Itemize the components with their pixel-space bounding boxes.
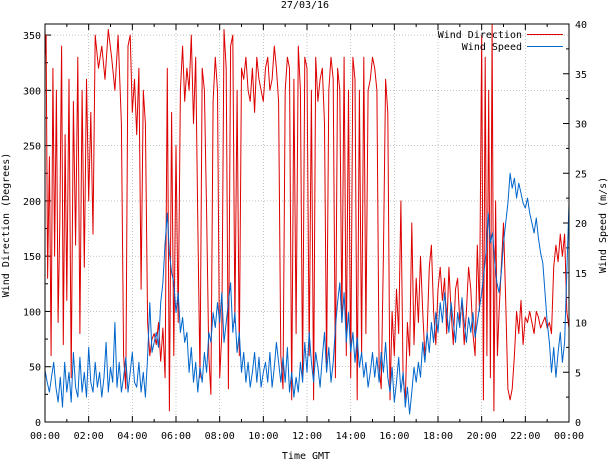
y-axis-right-label: Wind Speed (m/s) xyxy=(598,177,609,273)
y-axis-left-label: Wind Direction (Degrees) xyxy=(1,153,12,298)
x-tick-label: 00:00 xyxy=(30,431,60,442)
x-tick-label: 14:00 xyxy=(336,431,366,442)
y-left-tick-label: 350 xyxy=(23,31,41,42)
y-right-tick-label: 35 xyxy=(575,70,587,81)
y-left-tick-label: 200 xyxy=(23,197,41,208)
x-tick-label: 02:00 xyxy=(74,431,104,442)
y-left-tick-label: 300 xyxy=(23,86,41,97)
x-tick-label: 00:00 xyxy=(554,431,584,442)
y-right-tick-label: 0 xyxy=(575,418,581,429)
legend-label-wind-speed: Wind Speed xyxy=(462,42,522,53)
x-tick-label: 20:00 xyxy=(467,431,497,442)
y-right-tick-label: 15 xyxy=(575,269,587,280)
y-left-tick-label: 0 xyxy=(35,418,41,429)
x-axis-label: Time GMT xyxy=(282,451,330,459)
chart-title: 27/03/16 xyxy=(281,0,329,11)
x-tick-label: 04:00 xyxy=(117,431,147,442)
y-left-tick-label: 50 xyxy=(29,363,41,374)
y-left-tick-label: 250 xyxy=(23,142,41,153)
y-left-tick-label: 100 xyxy=(23,307,41,318)
legend-label-wind-direction: Wind Direction xyxy=(438,30,522,41)
series-group xyxy=(44,23,570,415)
y-right-tick-label: 40 xyxy=(575,20,587,31)
y-right-tick-label: 20 xyxy=(575,219,587,230)
y-left-tick-label: 150 xyxy=(23,252,41,263)
x-tick-label: 22:00 xyxy=(510,431,540,442)
x-tick-label: 10:00 xyxy=(248,431,278,442)
series-line-wind-speed xyxy=(44,172,570,415)
y-right-tick-label: 5 xyxy=(575,368,581,379)
x-tick-label: 08:00 xyxy=(205,431,235,442)
x-tick-label: 06:00 xyxy=(161,431,191,442)
y-right-tick-label: 10 xyxy=(575,319,587,330)
legend: Wind Direction Wind Speed xyxy=(438,30,563,53)
series-line-wind-direction xyxy=(44,23,570,412)
x-tick-label: 12:00 xyxy=(292,431,322,442)
plot-frame xyxy=(44,23,570,423)
x-tick-label: 16:00 xyxy=(379,431,409,442)
y-right-tick-label: 25 xyxy=(575,169,587,180)
y-right-tick-label: 30 xyxy=(575,120,587,131)
x-tick-label: 18:00 xyxy=(423,431,453,442)
